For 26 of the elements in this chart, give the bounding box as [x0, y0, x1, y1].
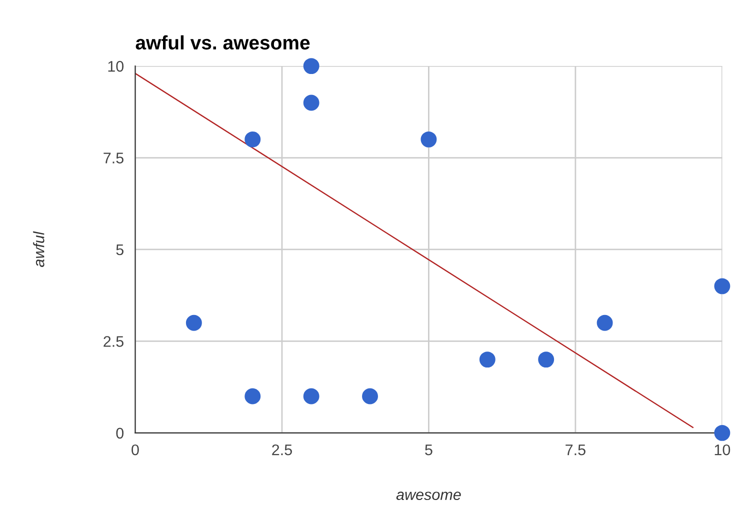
point	[303, 94, 320, 111]
point	[244, 131, 261, 148]
point	[303, 388, 320, 404]
y-tick-label: 5	[116, 244, 124, 256]
point	[714, 278, 730, 294]
y-tick-label: 0	[116, 428, 124, 439]
x-tick-label: 0	[132, 444, 139, 456]
x-tick-label: 10	[714, 444, 730, 456]
point	[479, 352, 496, 368]
x-tick-label: 2.5	[272, 444, 292, 456]
point	[420, 131, 437, 148]
point	[362, 388, 378, 404]
y-tick-label: 2.5	[104, 336, 124, 347]
point	[538, 352, 554, 368]
y-tick-label: 10	[108, 60, 124, 72]
x-tick-label: 7.5	[566, 444, 586, 456]
point	[714, 424, 730, 441]
chart-title: awful vs. awesome	[136, 35, 310, 50]
point	[186, 314, 202, 331]
point	[303, 58, 320, 74]
y-axis-title: awful	[33, 231, 44, 267]
point	[596, 314, 613, 331]
x-axis-title: awesome	[396, 492, 461, 500]
y-tick-label: 7.5	[104, 152, 124, 164]
point	[244, 388, 261, 404]
x-tick-label: 5	[425, 444, 432, 456]
